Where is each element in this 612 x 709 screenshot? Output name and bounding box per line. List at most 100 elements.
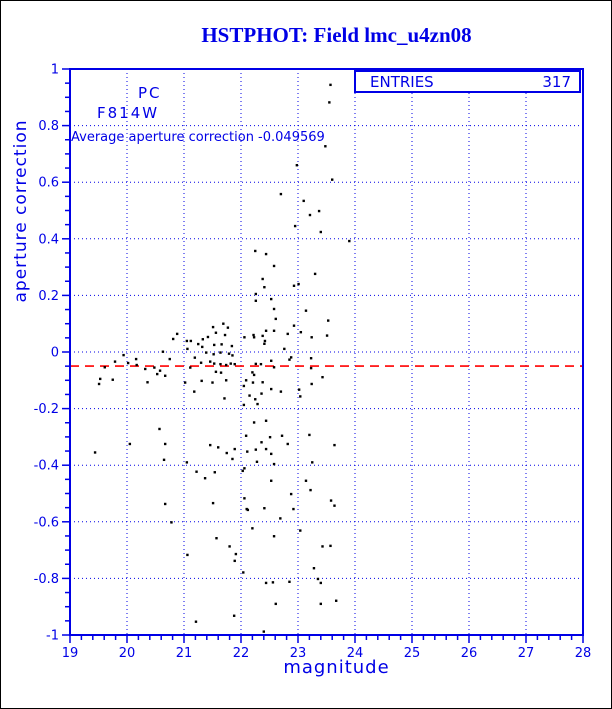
data-point [280, 434, 284, 437]
data-point [213, 471, 216, 474]
data-point [329, 83, 332, 87]
data-point [215, 537, 218, 540]
data-point [272, 366, 276, 369]
data-point [252, 333, 255, 337]
x-tick-label: 19 [62, 646, 79, 661]
data-point [288, 580, 291, 583]
data-point [219, 362, 222, 366]
data-point [195, 470, 198, 473]
entries-stat-box: ENTRIES 317 [354, 70, 581, 93]
x-tick-label: 22 [233, 646, 250, 661]
data-point [261, 381, 264, 384]
data-point [223, 333, 227, 337]
x-tick-label: 25 [404, 646, 421, 661]
data-point [309, 488, 312, 492]
data-point [308, 213, 312, 217]
data-point [126, 361, 130, 365]
data-point [264, 447, 268, 451]
data-point [319, 581, 322, 585]
data-point [286, 442, 289, 446]
data-point [309, 366, 313, 370]
data-point [254, 292, 258, 296]
y-tick-label: 0.6 [38, 176, 59, 191]
data-point [158, 369, 162, 372]
data-point [197, 342, 200, 346]
data-point [264, 419, 268, 422]
data-point [311, 461, 314, 464]
data-point [228, 545, 231, 548]
data-point [161, 350, 165, 353]
data-point [183, 381, 187, 384]
data-point [211, 325, 215, 329]
data-point [324, 145, 327, 148]
data-point [289, 492, 293, 496]
data-point [331, 178, 334, 181]
data-point [270, 452, 273, 456]
data-point [246, 450, 249, 453]
data-point [186, 553, 189, 557]
data-point [211, 501, 215, 505]
y-tick-label: -0.8 [34, 572, 59, 587]
data-point [122, 353, 125, 357]
data-point [292, 507, 295, 511]
data-point [292, 324, 296, 327]
data-point [254, 448, 258, 451]
data-point [220, 343, 223, 346]
data-point [201, 338, 205, 341]
data-point [312, 567, 316, 570]
data-point [299, 330, 303, 334]
data-point [251, 527, 254, 530]
data-point [270, 359, 273, 362]
x-tick-label: 24 [347, 646, 364, 661]
data-point [261, 277, 264, 281]
data-point [283, 347, 286, 351]
data-point [259, 362, 263, 366]
data-point [263, 285, 266, 289]
data-point [146, 381, 149, 384]
data-point [242, 384, 246, 388]
data-point [162, 458, 166, 462]
data-point [222, 322, 225, 325]
data-point [243, 497, 246, 500]
data-point [304, 479, 308, 482]
data-point [186, 347, 189, 351]
data-point [175, 332, 179, 336]
entries-value: 317 [542, 72, 571, 91]
data-point [248, 394, 251, 397]
plot-frame [69, 68, 584, 636]
data-point [325, 334, 329, 337]
data-point [289, 356, 293, 359]
data-point [156, 372, 159, 376]
data-point [219, 351, 222, 354]
data-point [193, 390, 196, 393]
data-point [272, 329, 276, 332]
x-tick-label: 20 [119, 646, 136, 661]
data-point [244, 434, 248, 437]
data-point [194, 620, 198, 623]
detector-annotation: PC [138, 84, 162, 102]
data-point [113, 360, 117, 363]
x-tick-label: 21 [176, 646, 193, 661]
data-point [234, 552, 238, 556]
data-point [99, 377, 102, 381]
data-point [214, 370, 218, 374]
data-point [272, 264, 276, 268]
data-point [316, 577, 320, 581]
data-point [270, 479, 273, 482]
y-tick-label: 0 [51, 346, 59, 361]
data-point [242, 571, 245, 574]
y-tick-label: 1 [51, 63, 59, 78]
data-point [319, 230, 322, 234]
data-point [224, 379, 228, 382]
y-tick-label: -1 [46, 629, 59, 644]
data-point [185, 461, 189, 464]
data-point [213, 343, 216, 347]
data-point [163, 442, 167, 446]
data-point [299, 395, 302, 398]
data-point [168, 357, 171, 361]
data-point [333, 504, 336, 507]
data-point [264, 329, 268, 332]
data-point [310, 382, 313, 386]
